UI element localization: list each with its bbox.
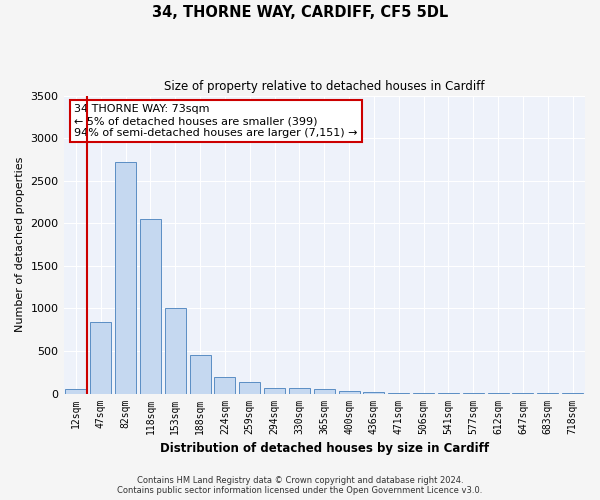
Bar: [115, 162, 136, 394]
Bar: [90, 322, 112, 394]
Y-axis label: Number of detached properties: Number of detached properties: [15, 157, 25, 332]
Bar: [264, 388, 285, 394]
Bar: [239, 382, 260, 394]
Bar: [65, 390, 86, 394]
Bar: [338, 391, 359, 394]
Bar: [214, 376, 235, 394]
Bar: [388, 392, 409, 394]
Bar: [289, 388, 310, 394]
Title: Size of property relative to detached houses in Cardiff: Size of property relative to detached ho…: [164, 80, 485, 93]
Bar: [140, 219, 161, 394]
Bar: [364, 392, 385, 394]
X-axis label: Distribution of detached houses by size in Cardiff: Distribution of detached houses by size …: [160, 442, 489, 455]
Bar: [314, 390, 335, 394]
Text: 34 THORNE WAY: 73sqm
← 5% of detached houses are smaller (399)
94% of semi-detac: 34 THORNE WAY: 73sqm ← 5% of detached ho…: [74, 104, 358, 138]
Text: 34, THORNE WAY, CARDIFF, CF5 5DL: 34, THORNE WAY, CARDIFF, CF5 5DL: [152, 5, 448, 20]
Text: Contains HM Land Registry data © Crown copyright and database right 2024.
Contai: Contains HM Land Registry data © Crown c…: [118, 476, 482, 495]
Bar: [165, 308, 186, 394]
Bar: [190, 355, 211, 394]
